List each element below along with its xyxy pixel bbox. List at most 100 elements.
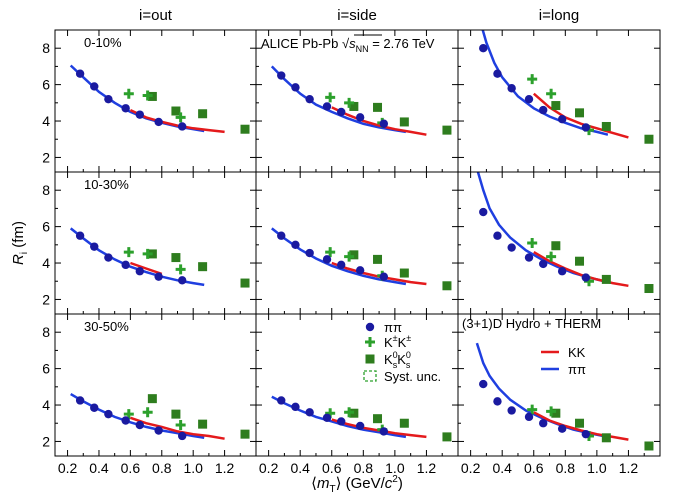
data-point-K0sK0s <box>442 125 452 135</box>
data-point-K0sK0s <box>373 414 383 424</box>
data-point-pipi <box>75 69 85 78</box>
column-title-2: i=long <box>539 7 579 24</box>
data-point-pipi <box>277 396 286 405</box>
data-point-pipi <box>277 71 286 80</box>
x-tick-label: 0.8 <box>152 460 172 476</box>
data-point-pipi <box>75 396 85 405</box>
data-point-KchKch <box>175 112 186 123</box>
data-point-pipi <box>135 267 144 276</box>
legend-label-syst: Syst. unc. <box>384 369 441 384</box>
data-point-pipi <box>539 259 548 269</box>
data-point-pipi <box>337 417 346 426</box>
panel-i=long-10-30% <box>457 171 661 315</box>
y-tick-label: 4 <box>42 397 50 413</box>
data-point-pipi <box>177 276 187 285</box>
model-curve-pipi <box>69 227 205 287</box>
data-point-pipi <box>291 240 300 250</box>
data-point-pipi <box>90 242 99 251</box>
y-tick-label: 8 <box>42 182 50 198</box>
panel-frame <box>54 313 257 457</box>
data-point-pipi <box>507 243 516 252</box>
data-point-KchKch <box>325 247 336 258</box>
data-point-K0sK0s <box>399 418 409 428</box>
data-point-K0sK0s <box>198 109 208 119</box>
data-point-pipi <box>507 406 516 415</box>
data-point-pipi <box>581 273 591 282</box>
model-curve-KK <box>129 261 163 276</box>
data-point-KchKch <box>546 406 557 417</box>
data-point-K0sK0s <box>399 268 409 278</box>
panel-frame <box>54 171 257 315</box>
data-point-KchKch <box>142 407 153 418</box>
data-point-K0sK0s <box>198 262 208 272</box>
panel-plot-area <box>270 65 452 136</box>
data-point-pipi <box>493 69 502 78</box>
data-point-KchKch <box>123 409 134 420</box>
panel-frame <box>54 29 257 173</box>
data-point-pipi <box>90 403 99 412</box>
panel-plot-area <box>271 395 452 442</box>
x-tick-label: 0.2 <box>461 460 481 476</box>
data-point-KchKch <box>527 238 538 248</box>
x-tick-label: 0.2 <box>58 460 78 476</box>
x-tick-label: 0.6 <box>121 460 141 476</box>
legend-label-KchKch: K±K± <box>384 333 411 350</box>
x-tick-label: 1.2 <box>417 460 437 476</box>
legend-label-K0sK0s: K0 sK0 s <box>384 350 411 370</box>
data-point-pipi <box>557 267 567 276</box>
data-point-pipi <box>135 110 144 119</box>
data-point-KchKch <box>527 74 538 85</box>
x-tick-label: 1.0 <box>385 460 405 476</box>
panel-i=side-10-30% <box>255 171 459 315</box>
panel-frame <box>457 313 661 457</box>
legend-marker-syst <box>363 370 377 382</box>
data-point-pipi <box>479 207 488 217</box>
data-point-pipi <box>337 260 346 270</box>
data-point-pipi <box>154 272 163 281</box>
panel-plot-area <box>271 227 452 291</box>
data-point-K0sK0s <box>171 253 181 263</box>
data-point-K0sK0s <box>575 108 585 118</box>
data-point-pipi <box>322 255 332 264</box>
data-point-K0sK0s <box>551 241 561 251</box>
data-point-pipi <box>291 402 300 412</box>
data-point-K0sK0s <box>644 134 654 144</box>
column-title-1: i=side <box>337 7 377 24</box>
model-curve-KK <box>331 106 427 136</box>
y-tick-label: 2 <box>42 291 50 307</box>
data-point-pipi <box>493 397 502 406</box>
data-point-KchKch <box>344 97 355 108</box>
data-point-K0sK0s <box>147 394 157 404</box>
model-curve-pipi <box>70 393 205 440</box>
x-tick-label: 0.4 <box>492 460 512 476</box>
data-point-K0sK0s <box>601 274 611 284</box>
data-point-pipi <box>305 408 314 417</box>
data-point-pipi <box>524 253 534 262</box>
data-point-pipi <box>322 413 332 422</box>
x-tick-label: 0.2 <box>259 460 279 476</box>
x-tick-label: 0.6 <box>322 460 342 476</box>
data-point-pipi <box>493 231 502 240</box>
data-point-K0sK0s <box>240 124 250 134</box>
data-point-pipi <box>305 94 314 104</box>
model-curve-KK <box>331 261 427 286</box>
panel-plot-area <box>69 227 250 288</box>
data-point-pipi <box>539 419 548 428</box>
data-point-pipi <box>539 105 548 115</box>
model-curve-KK <box>533 411 629 441</box>
panel-plot-area <box>69 64 250 134</box>
centrality-label-1: 10-30% <box>84 177 129 192</box>
data-point-pipi <box>581 429 591 439</box>
panel-i=long-30-50%: 0.2 0.4 0.6 0.8 1.0 1.2 <box>457 313 661 476</box>
x-tick-label: 0.8 <box>556 460 576 476</box>
data-point-KchKch <box>546 88 557 99</box>
data-point-KchKch <box>175 420 186 431</box>
data-point-pipi <box>154 426 163 435</box>
data-point-K0sK0s <box>399 117 409 127</box>
data-point-pipi <box>121 260 130 270</box>
data-point-KchKch <box>123 88 134 99</box>
annotations: 0-10% 10-30% 30-50% ALICE Pb-Pb √sNN = 2.76… <box>84 34 601 384</box>
legend-marker-K0sK0s <box>365 354 375 364</box>
centrality-label-2: 30-50% <box>84 319 129 334</box>
